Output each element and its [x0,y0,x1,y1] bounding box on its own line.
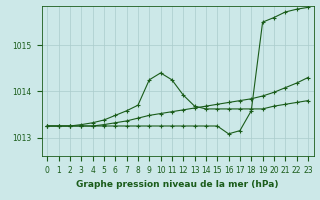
X-axis label: Graphe pression niveau de la mer (hPa): Graphe pression niveau de la mer (hPa) [76,180,279,189]
